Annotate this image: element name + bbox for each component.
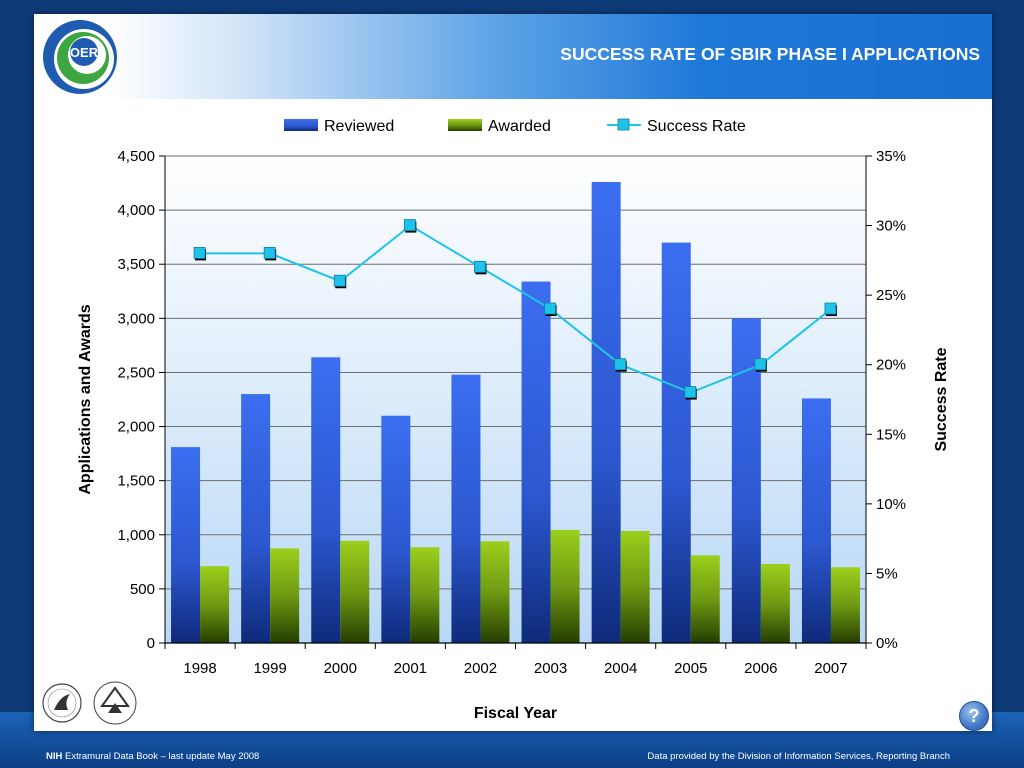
success-rate-marker [263,246,276,259]
bar-reviewed [451,374,481,643]
footer-source: Data provided by the Division of Informa… [647,751,950,762]
bar-reviewed [661,242,691,644]
bars [171,181,860,644]
x-tick-label: 2002 [464,660,497,677]
y-tick-label: 4,500 [117,148,155,165]
x-tick-label: 2004 [604,660,637,677]
x-tick-label: 2006 [744,660,777,677]
x-tick-label: 2003 [534,660,567,677]
footer-databook-text: Extramural Data Book – last update May 2… [62,751,260,762]
y-axis-title: Applications and Awards [77,304,94,494]
bar-reviewed [381,415,411,643]
bar-awarded [340,540,370,643]
footer-left: NIH Extramural Data Book – last update M… [46,751,259,762]
success-rate-marker [614,358,627,371]
bar-awarded [620,530,650,643]
success-rate-marker [403,219,416,231]
bar-awarded [270,548,300,643]
bar-reviewed [801,398,831,643]
help-button[interactable]: ? [959,701,989,731]
oer-logo: OER [43,20,117,94]
chart: 0 500 1,000 1,500 2,000 2,500 3,000 3,500 4,000 4… [77,118,950,722]
axis-titles: Fiscal Year Applications and Awards Succes… [77,304,950,722]
y-tick-label: 2,000 [117,419,155,436]
y2-axis-title: Success Rate [933,347,950,451]
y2-tick-label: 10% [876,496,906,513]
success-rate-marker [684,386,697,398]
nih-seal-icon [93,681,137,725]
bar-reviewed [171,447,201,643]
y2-tick-label: 30% [876,218,906,235]
legend: Reviewed Awarded Success Rate [284,118,746,135]
logo-core [70,38,98,66]
y-tick-label: 0 [147,635,155,652]
success-rate-marker [544,302,556,315]
x-tick-label: 1999 [253,660,286,677]
y2-tick-label: 0% [876,635,898,652]
y-tick-label: 2,500 [117,364,155,381]
bar-awarded [760,563,790,643]
x-tick-label: 2005 [674,660,707,677]
y2-tick-label: 25% [876,287,906,304]
success-rate-marker [193,246,206,259]
x-tick-label: 2007 [814,660,847,677]
hhs-seal-icon [42,683,82,723]
y2-tick-label: 35% [876,148,906,165]
y-tick-label: 3,000 [117,310,155,327]
y-tick-label: 1,000 [117,527,155,544]
success-rate-polyline [200,224,832,394]
success-rate-marker [333,274,346,287]
y-tick-label: 3,500 [117,256,155,273]
y2-tick-label: 15% [876,426,906,443]
slide-title: SUCCESS RATE OF SBIR PHASE I APPLICATION… [560,44,980,64]
bar-reviewed [731,318,761,643]
bar-reviewed [521,281,551,643]
x-tick-label: 2000 [324,660,357,677]
x-axis-title: Fiscal Year [474,705,557,722]
y-tick-label: 1,500 [117,473,155,490]
bar-reviewed [311,357,341,643]
success-rate-marker [824,302,837,315]
header-band [34,14,992,99]
bar-reviewed [591,181,621,643]
logo-text: OER [70,45,99,60]
bar-awarded [690,555,720,643]
slide: OER SUCCESS RATE OF SBIR PHASE I APPLICA… [34,14,992,731]
bar-awarded [480,541,510,643]
axes: 0 500 1,000 1,500 2,000 2,500 3,000 3,500 4,000 4… [117,148,906,677]
bar-reviewed [241,394,271,643]
agency-seals [42,681,137,725]
footer-nih: NIH [46,751,63,762]
legend-label-reviewed: Reviewed [324,118,394,135]
y2-tick-label: 20% [876,357,906,374]
legend-swatch-success-marker [617,118,630,131]
y2-tick-label: 5% [876,565,898,582]
bar-awarded [410,547,440,643]
y-tick-label: 500 [130,581,155,598]
bar-awarded [830,567,860,643]
bar-awarded [550,529,580,643]
success-rate-marker [754,358,767,371]
legend-swatch-reviewed [284,119,318,131]
legend-label-success-rate: Success Rate [647,118,746,135]
success-rate-line [193,219,837,400]
x-tick-label: 2001 [394,660,427,677]
legend-label-awarded: Awarded [488,118,551,135]
x-tick-label: 1998 [183,660,216,677]
success-rate-marker [474,260,486,273]
legend-swatch-awarded [448,119,482,131]
y-tick-label: 4,000 [117,202,155,219]
bar-awarded [200,566,230,643]
